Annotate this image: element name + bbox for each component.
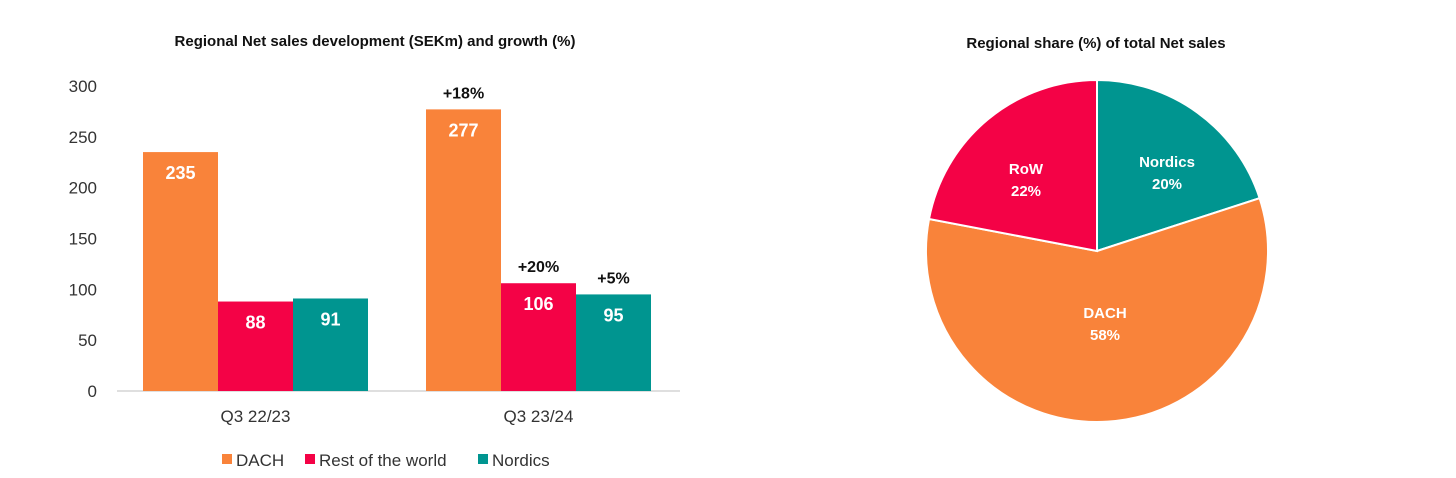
- pie-slice: [927, 78, 1098, 253]
- bar-value-label: 91: [320, 309, 340, 329]
- legend: DACH Rest of the world Nordics: [222, 451, 550, 470]
- y-tick-label: 250: [69, 128, 97, 147]
- y-tick-label: 300: [69, 77, 97, 96]
- pie-slice-name: RoW: [1009, 161, 1044, 178]
- bar-chart: Regional Net sales development (SEKm) an…: [69, 33, 680, 470]
- bar-value-label: 88: [245, 313, 265, 333]
- growth-label: +5%: [597, 270, 629, 287]
- legend-swatch: [478, 454, 488, 464]
- bar: [218, 301, 293, 391]
- pie-slice: [925, 196, 1269, 424]
- bar-value-label: 235: [165, 163, 195, 183]
- y-tick-label: 150: [69, 230, 97, 249]
- bar-value-label: 95: [603, 305, 623, 325]
- legend-label: DACH: [236, 451, 284, 470]
- y-tick-label: 100: [69, 280, 97, 299]
- y-tick-label: 0: [88, 382, 97, 401]
- x-tick-label: Q3 23/24: [504, 407, 574, 426]
- x-axis-categories: Q3 22/23 Q3 23/24: [221, 407, 574, 426]
- bar: [143, 152, 218, 391]
- pie-slice-percent: 22%: [1011, 183, 1041, 200]
- pie-chart: Regional share (%) of total Net sales No…: [925, 35, 1269, 424]
- legend-swatch: [305, 454, 315, 464]
- pie-slice-name: Nordics: [1139, 154, 1195, 171]
- legend-swatch: [222, 454, 232, 464]
- growth-label: +18%: [443, 85, 484, 102]
- bar-value-label: 106: [523, 294, 553, 314]
- pie-slice-name: DACH: [1083, 305, 1126, 322]
- pie-slice-percent: 20%: [1152, 176, 1182, 193]
- bar: [426, 109, 501, 391]
- legend-label: Nordics: [492, 451, 550, 470]
- bar-chart-title: Regional Net sales development (SEKm) an…: [175, 33, 576, 50]
- bar-value-label: 277: [448, 120, 478, 140]
- pie-chart-title: Regional share (%) of total Net sales: [966, 35, 1225, 52]
- growth-label: +20%: [518, 259, 559, 276]
- bar: [293, 298, 368, 391]
- bars: 235 88 91 277 +18% 106 +20% 95 +5%: [143, 85, 651, 391]
- y-tick-label: 200: [69, 179, 97, 198]
- y-axis: 0 50 100 150 200 250 300: [69, 77, 97, 401]
- x-tick-label: Q3 22/23: [221, 407, 291, 426]
- pie-slice-percent: 58%: [1090, 327, 1120, 344]
- legend-label: Rest of the world: [319, 451, 447, 470]
- pie-slice: [1096, 78, 1261, 253]
- bar: [576, 294, 651, 391]
- pie-slices: Nordics 20% DACH 58% RoW 22%: [925, 78, 1269, 424]
- y-tick-label: 50: [78, 331, 97, 350]
- bar: [501, 283, 576, 391]
